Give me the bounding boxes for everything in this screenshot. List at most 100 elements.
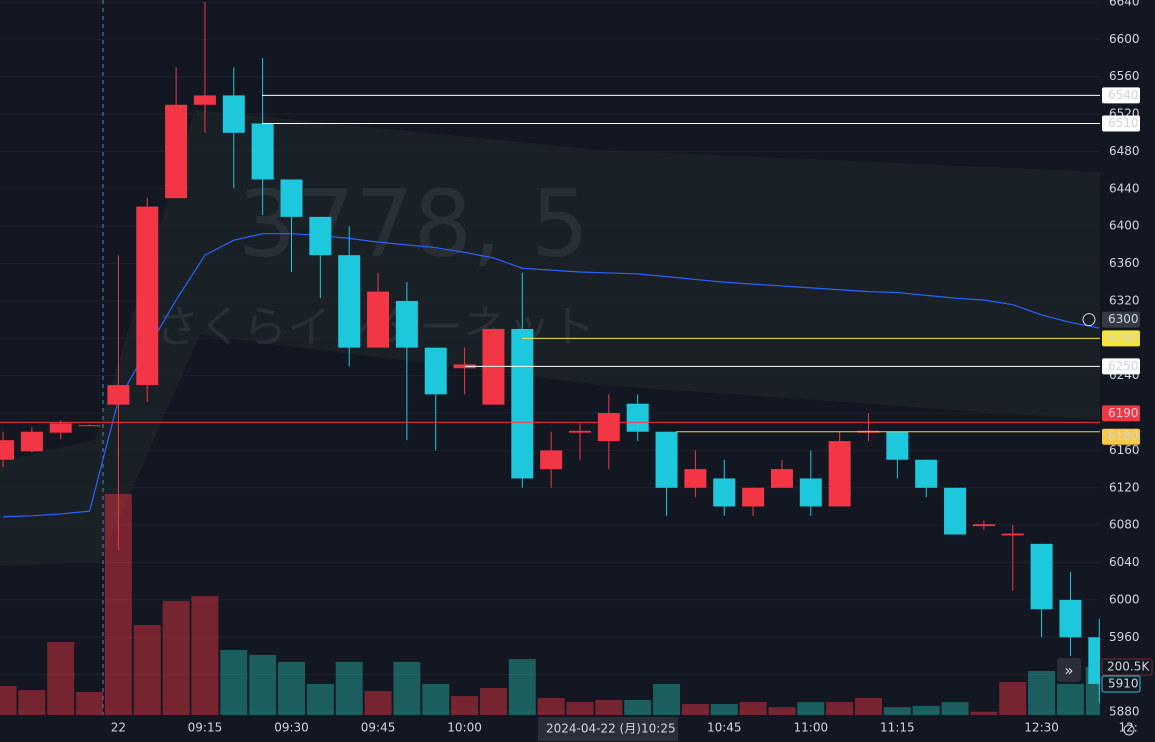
y-tick-label: 6040 (1109, 555, 1140, 569)
price-label: 6510 (1108, 116, 1139, 130)
price-label: 6280 (1108, 331, 1139, 345)
candle-body (540, 450, 563, 470)
candle-body (972, 524, 995, 527)
volume-bar (249, 654, 277, 715)
volume-bar (1028, 670, 1056, 715)
candle-body (597, 413, 620, 442)
crosshair-time-box (538, 717, 678, 741)
volume-bar (393, 661, 421, 715)
y-tick-label: 6160 (1109, 443, 1140, 457)
axis: 5880592059606000604060806120616062006240… (111, 0, 1153, 741)
plot (0, 2, 1100, 715)
volume-bar (191, 596, 219, 715)
candle-body (136, 206, 159, 386)
y-tick-label: 6120 (1109, 480, 1140, 494)
price-label-box (1102, 330, 1140, 347)
candle-body (367, 291, 390, 348)
last-price: 5910 (1108, 676, 1139, 690)
x-tick-label: 11:00 (794, 721, 829, 735)
volume-bar (162, 600, 190, 715)
price-label: 6180 (1108, 429, 1139, 443)
candle-body (569, 430, 591, 433)
x-tick-label: 09:30 (274, 721, 309, 735)
x-tick-label: 09:15 (188, 721, 223, 735)
volume-bar (508, 659, 536, 715)
volume-bar (537, 698, 565, 715)
candle-body (655, 431, 678, 488)
volume-bar (364, 691, 392, 715)
candle-body (684, 469, 707, 488)
price-label: 6250 (1108, 359, 1139, 373)
y-tick-label: 6360 (1109, 256, 1140, 270)
y-tick-label: 6600 (1109, 32, 1140, 46)
volume-bar (220, 649, 248, 715)
volume-bar (739, 702, 767, 715)
volume-bar (595, 699, 623, 715)
price-label: 6190 (1108, 406, 1139, 420)
scroll-button[interactable] (1057, 658, 1081, 682)
x-tick-label: 11:15 (880, 721, 915, 735)
volume-bar (624, 699, 652, 715)
price-label-box (1102, 428, 1140, 445)
price-label-box (1102, 115, 1140, 132)
candle-body (626, 403, 649, 432)
volume-bar (47, 642, 75, 715)
volume-bar (710, 703, 738, 715)
last-price-box (1101, 675, 1141, 693)
candle-body (338, 255, 361, 348)
x-tick-label: 12: (1118, 721, 1137, 735)
y-tick-label: 6640 (1109, 0, 1140, 9)
last-volume: 200.5K (1107, 660, 1150, 674)
candle-body (78, 425, 101, 427)
volume-bar (768, 707, 796, 715)
volume-bar (479, 687, 507, 715)
candle-body (424, 347, 447, 395)
candle-body (0, 440, 14, 460)
volume-bar (335, 661, 363, 715)
volume-bar (941, 702, 969, 715)
y-tick-label: 5880 (1109, 705, 1140, 719)
candle-body (251, 123, 274, 180)
y-tick-label: 6480 (1109, 144, 1140, 158)
candle-body (165, 104, 188, 199)
volume-bar (0, 686, 17, 715)
price-label: 6540 (1108, 88, 1139, 102)
last-volume-box (1101, 658, 1153, 676)
volume-bar (133, 625, 161, 715)
candle-body (222, 95, 245, 133)
volume-bar (912, 705, 940, 715)
volume-bar (855, 698, 882, 715)
candle-body (280, 179, 303, 217)
volume-bar (306, 683, 334, 715)
volume-bar (883, 707, 911, 715)
volume-bar (1056, 683, 1084, 715)
candle-body (309, 216, 332, 256)
candle-body (453, 364, 476, 369)
settings-icon[interactable] (1123, 724, 1135, 736)
x-tick-label: 10:45 (707, 721, 742, 735)
volume-bar (653, 683, 681, 715)
x-tick-label: 09:45 (361, 721, 396, 735)
volume-bar (18, 690, 46, 715)
candle-body (511, 328, 534, 479)
volume-bar (681, 703, 709, 715)
candle-body (713, 478, 736, 507)
y-tick-label: 6560 (1109, 69, 1140, 83)
x-tick-label: 10:00 (447, 721, 482, 735)
candle-body (1001, 533, 1024, 536)
scroll-icon[interactable]: » (1064, 662, 1073, 680)
candle-body (944, 487, 967, 535)
candle-body (395, 300, 418, 348)
candle-body (107, 385, 130, 405)
volume-bar (826, 702, 854, 715)
volume-bar (278, 661, 305, 715)
crosshair-price: 6300 (1108, 312, 1139, 326)
y-tick-label: 6400 (1109, 219, 1140, 233)
price-label-box (1102, 405, 1140, 422)
volume-bar (999, 681, 1027, 715)
crosshair-time: 10:25 (641, 722, 676, 736)
x-tick-label: 12:30 (1024, 721, 1059, 735)
price-label-box (1102, 87, 1140, 104)
candle-body (1030, 543, 1053, 610)
